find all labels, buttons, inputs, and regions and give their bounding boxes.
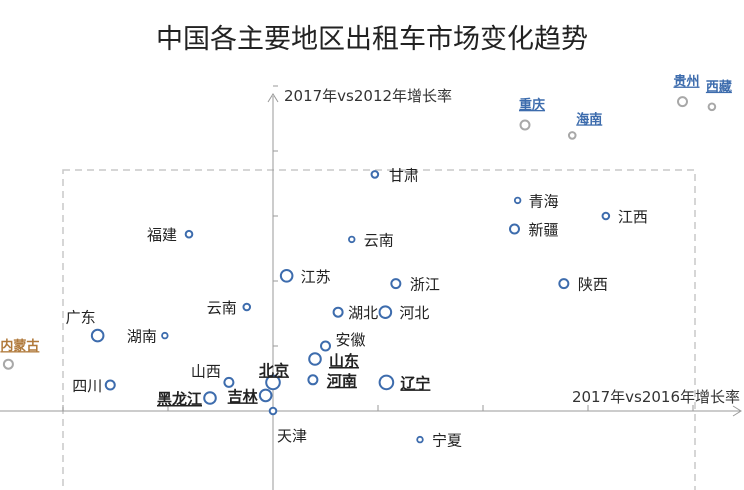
y-axis bbox=[267, 93, 279, 490]
chart-title: 中国各主要地区出租车市场变化趋势 bbox=[156, 24, 588, 55]
data-point: 江苏 bbox=[279, 268, 331, 286]
data-point: 西藏 bbox=[706, 79, 732, 112]
point-marker bbox=[184, 229, 194, 239]
point-marker bbox=[203, 391, 217, 405]
point-marker bbox=[707, 102, 717, 112]
data-point: 湖北 bbox=[332, 304, 378, 322]
data-point: 新疆 bbox=[509, 221, 559, 239]
point-marker bbox=[2, 358, 14, 370]
point-label: 新疆 bbox=[529, 221, 559, 239]
point-label: 云南 bbox=[364, 231, 394, 249]
data-point: 四川 bbox=[72, 377, 116, 395]
point-marker bbox=[370, 170, 380, 179]
data-point: 安徽 bbox=[320, 331, 366, 352]
point-label: 宁夏 bbox=[432, 432, 462, 450]
data-point: 辽宁 bbox=[378, 374, 430, 392]
data-point: 江西 bbox=[601, 208, 648, 226]
bounding-box bbox=[62, 169, 696, 490]
y-axis-label: 2017年vs2012年增长率 bbox=[284, 87, 452, 105]
data-point: 甘肃 bbox=[370, 166, 419, 184]
data-point: 贵州 bbox=[674, 74, 700, 108]
data-point: 云南 bbox=[348, 231, 394, 249]
point-label: 北京 bbox=[259, 361, 289, 379]
data-point: 北京 bbox=[259, 361, 289, 391]
point-marker bbox=[242, 302, 252, 312]
point-marker bbox=[378, 305, 393, 320]
point-marker bbox=[161, 331, 169, 340]
point-label: 重庆 bbox=[519, 97, 545, 113]
point-marker bbox=[320, 340, 331, 352]
axis-ticks bbox=[62, 85, 694, 411]
data-point: 山东 bbox=[308, 352, 359, 370]
point-label: 湖北 bbox=[348, 304, 378, 322]
point-label: 内蒙古 bbox=[0, 338, 39, 354]
data-point: 湖南 bbox=[127, 328, 169, 346]
point-marker bbox=[279, 269, 294, 283]
data-point: 山西 bbox=[191, 362, 235, 388]
point-label: 四川 bbox=[72, 377, 102, 395]
point-label: 西藏 bbox=[706, 79, 732, 95]
point-label: 江西 bbox=[618, 208, 648, 226]
point-marker bbox=[308, 352, 322, 366]
data-point: 河北 bbox=[378, 304, 429, 322]
point-label: 海南 bbox=[576, 111, 602, 127]
point-marker bbox=[307, 374, 319, 386]
point-marker bbox=[509, 223, 520, 235]
data-point: 黑龙江 bbox=[157, 390, 217, 408]
point-marker bbox=[567, 131, 577, 140]
point-label: 浙江 bbox=[410, 276, 440, 294]
point-marker bbox=[223, 376, 235, 388]
point-label: 河南 bbox=[327, 372, 357, 390]
point-label: 河北 bbox=[399, 304, 429, 322]
point-marker bbox=[90, 328, 105, 343]
point-marker bbox=[258, 388, 273, 403]
data-point: 广东 bbox=[66, 309, 105, 343]
point-label: 广东 bbox=[66, 309, 96, 327]
point-marker bbox=[601, 211, 611, 221]
point-marker bbox=[677, 96, 688, 108]
point-label: 天津 bbox=[277, 427, 307, 445]
point-marker bbox=[519, 119, 531, 131]
data-point: 海南 bbox=[567, 111, 602, 140]
data-point: 云南 bbox=[207, 299, 252, 317]
point-marker bbox=[558, 278, 570, 290]
point-label: 山东 bbox=[329, 352, 359, 370]
point-label: 黑龙江 bbox=[157, 390, 202, 408]
data-point: 吉林 bbox=[228, 387, 273, 405]
point-label: 福建 bbox=[147, 226, 177, 244]
point-label: 江苏 bbox=[301, 268, 331, 286]
data-point: 福建 bbox=[147, 226, 194, 244]
data-point: 重庆 bbox=[519, 97, 545, 131]
point-label: 湖南 bbox=[127, 328, 157, 346]
data-point: 青海 bbox=[513, 192, 559, 210]
x-axis-label: 2017年vs2016年增长率 bbox=[572, 388, 740, 406]
point-marker bbox=[390, 278, 402, 290]
point-label: 安徽 bbox=[336, 331, 366, 349]
point-marker bbox=[265, 374, 281, 391]
data-point: 宁夏 bbox=[416, 432, 462, 450]
point-label: 吉林 bbox=[228, 387, 259, 405]
data-point: 浙江 bbox=[390, 276, 440, 294]
data-point: 天津 bbox=[268, 406, 307, 445]
point-marker bbox=[378, 374, 395, 391]
point-label: 陕西 bbox=[578, 276, 608, 294]
data-point: 河南 bbox=[307, 372, 357, 390]
point-marker bbox=[513, 196, 522, 205]
point-label: 山西 bbox=[191, 362, 221, 380]
point-marker bbox=[348, 235, 356, 244]
point-marker bbox=[416, 435, 424, 444]
data-point: 陕西 bbox=[558, 276, 608, 294]
point-marker bbox=[268, 406, 278, 416]
point-label: 贵州 bbox=[674, 74, 700, 90]
point-label: 辽宁 bbox=[400, 374, 430, 392]
point-label: 云南 bbox=[207, 299, 237, 317]
point-marker bbox=[332, 306, 344, 318]
x-axis bbox=[0, 405, 742, 417]
point-label: 甘肃 bbox=[389, 166, 419, 184]
data-point: 内蒙古 bbox=[0, 338, 39, 370]
point-label: 青海 bbox=[529, 192, 559, 210]
point-marker bbox=[104, 379, 116, 391]
